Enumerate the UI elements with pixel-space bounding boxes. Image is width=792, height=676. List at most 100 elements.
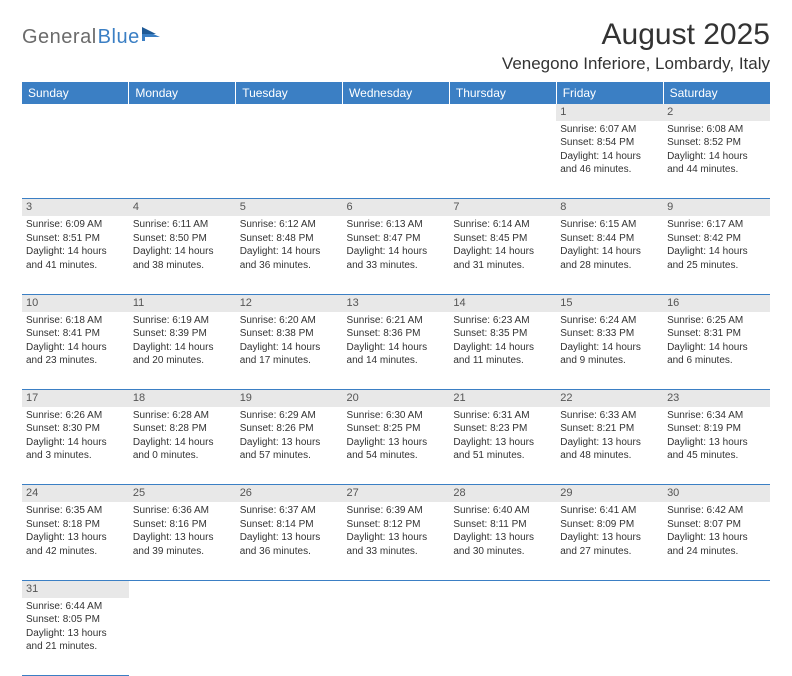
day-cell: Sunrise: 6:23 AMSunset: 8:35 PMDaylight:… <box>449 312 556 390</box>
weekday-header-row: SundayMondayTuesdayWednesdayThursdayFrid… <box>22 82 770 104</box>
day-cell: Sunrise: 6:40 AMSunset: 8:11 PMDaylight:… <box>449 502 556 580</box>
daylight-line: Daylight: 14 hours and 3 minutes. <box>26 436 125 463</box>
day-number: 27 <box>343 485 450 502</box>
day-number: 2 <box>663 104 770 121</box>
weekday-header: Sunday <box>22 82 129 104</box>
day-number: 19 <box>236 390 343 407</box>
sunset-line: Sunset: 8:11 PM <box>453 518 552 532</box>
day-number: 6 <box>343 199 450 216</box>
day-cell: Sunrise: 6:14 AMSunset: 8:45 PMDaylight:… <box>449 216 556 294</box>
day-number: 30 <box>663 485 770 502</box>
day-number: 4 <box>129 199 236 216</box>
day-number <box>556 580 663 597</box>
daynum-row: 12 <box>22 104 770 121</box>
day-number: 1 <box>556 104 663 121</box>
weekday-header: Saturday <box>663 82 770 104</box>
sunset-line: Sunset: 8:16 PM <box>133 518 232 532</box>
logo: General Blue <box>22 26 164 49</box>
sunset-line: Sunset: 8:12 PM <box>347 518 446 532</box>
day-cell <box>343 598 450 676</box>
day-cell: Sunrise: 6:34 AMSunset: 8:19 PMDaylight:… <box>663 407 770 485</box>
sunset-line: Sunset: 8:21 PM <box>560 422 659 436</box>
title-block: August 2025 Venegono Inferiore, Lombardy… <box>502 18 770 74</box>
sunrise-line: Sunrise: 6:07 AM <box>560 123 659 137</box>
sunrise-line: Sunrise: 6:14 AM <box>453 218 552 232</box>
logo-flag-icon <box>142 27 164 45</box>
daylight-line: Daylight: 14 hours and 38 minutes. <box>133 245 232 272</box>
daylight-line: Daylight: 14 hours and 0 minutes. <box>133 436 232 463</box>
daynum-row: 10111213141516 <box>22 294 770 311</box>
day-number <box>449 104 556 121</box>
sunset-line: Sunset: 8:30 PM <box>26 422 125 436</box>
sunrise-line: Sunrise: 6:19 AM <box>133 314 232 328</box>
sunset-line: Sunset: 8:25 PM <box>347 422 446 436</box>
sunset-line: Sunset: 8:26 PM <box>240 422 339 436</box>
sunset-line: Sunset: 8:54 PM <box>560 136 659 150</box>
day-cell: Sunrise: 6:36 AMSunset: 8:16 PMDaylight:… <box>129 502 236 580</box>
logo-text-general: General <box>22 26 97 49</box>
day-data-row: Sunrise: 6:07 AMSunset: 8:54 PMDaylight:… <box>22 121 770 199</box>
daylight-line: Daylight: 13 hours and 33 minutes. <box>347 531 446 558</box>
daylight-line: Daylight: 13 hours and 51 minutes. <box>453 436 552 463</box>
day-cell <box>556 598 663 676</box>
day-number <box>343 104 450 121</box>
daylight-line: Daylight: 14 hours and 33 minutes. <box>347 245 446 272</box>
sunrise-line: Sunrise: 6:21 AM <box>347 314 446 328</box>
daylight-line: Daylight: 14 hours and 20 minutes. <box>133 341 232 368</box>
day-data-row: Sunrise: 6:44 AMSunset: 8:05 PMDaylight:… <box>22 598 770 676</box>
day-cell: Sunrise: 6:13 AMSunset: 8:47 PMDaylight:… <box>343 216 450 294</box>
daylight-line: Daylight: 14 hours and 17 minutes. <box>240 341 339 368</box>
day-number: 16 <box>663 294 770 311</box>
day-number <box>236 104 343 121</box>
day-number <box>343 580 450 597</box>
day-cell: Sunrise: 6:30 AMSunset: 8:25 PMDaylight:… <box>343 407 450 485</box>
daylight-line: Daylight: 13 hours and 57 minutes. <box>240 436 339 463</box>
sunrise-line: Sunrise: 6:23 AM <box>453 314 552 328</box>
day-number: 12 <box>236 294 343 311</box>
sunrise-line: Sunrise: 6:37 AM <box>240 504 339 518</box>
daylight-line: Daylight: 14 hours and 36 minutes. <box>240 245 339 272</box>
sunrise-line: Sunrise: 6:24 AM <box>560 314 659 328</box>
day-number <box>129 104 236 121</box>
day-number: 17 <box>22 390 129 407</box>
day-number: 29 <box>556 485 663 502</box>
day-cell: Sunrise: 6:12 AMSunset: 8:48 PMDaylight:… <box>236 216 343 294</box>
sunset-line: Sunset: 8:05 PM <box>26 613 125 627</box>
sunrise-line: Sunrise: 6:36 AM <box>133 504 232 518</box>
sunrise-line: Sunrise: 6:35 AM <box>26 504 125 518</box>
sunset-line: Sunset: 8:52 PM <box>667 136 766 150</box>
sunset-line: Sunset: 8:23 PM <box>453 422 552 436</box>
day-number: 24 <box>22 485 129 502</box>
sunset-line: Sunset: 8:36 PM <box>347 327 446 341</box>
sunrise-line: Sunrise: 6:15 AM <box>560 218 659 232</box>
daylight-line: Daylight: 14 hours and 46 minutes. <box>560 150 659 177</box>
daylight-line: Daylight: 13 hours and 54 minutes. <box>347 436 446 463</box>
daylight-line: Daylight: 14 hours and 25 minutes. <box>667 245 766 272</box>
sunrise-line: Sunrise: 6:12 AM <box>240 218 339 232</box>
sunset-line: Sunset: 8:19 PM <box>667 422 766 436</box>
day-data-row: Sunrise: 6:26 AMSunset: 8:30 PMDaylight:… <box>22 407 770 485</box>
day-cell: Sunrise: 6:15 AMSunset: 8:44 PMDaylight:… <box>556 216 663 294</box>
day-number: 9 <box>663 199 770 216</box>
day-cell: Sunrise: 6:20 AMSunset: 8:38 PMDaylight:… <box>236 312 343 390</box>
sunrise-line: Sunrise: 6:26 AM <box>26 409 125 423</box>
day-cell: Sunrise: 6:21 AMSunset: 8:36 PMDaylight:… <box>343 312 450 390</box>
day-number: 11 <box>129 294 236 311</box>
sunrise-line: Sunrise: 6:34 AM <box>667 409 766 423</box>
day-number: 21 <box>449 390 556 407</box>
sunrise-line: Sunrise: 6:31 AM <box>453 409 552 423</box>
day-number <box>449 580 556 597</box>
weekday-header: Tuesday <box>236 82 343 104</box>
daylight-line: Daylight: 13 hours and 48 minutes. <box>560 436 659 463</box>
day-number: 20 <box>343 390 450 407</box>
sunset-line: Sunset: 8:42 PM <box>667 232 766 246</box>
day-cell: Sunrise: 6:19 AMSunset: 8:39 PMDaylight:… <box>129 312 236 390</box>
sunset-line: Sunset: 8:09 PM <box>560 518 659 532</box>
day-data-row: Sunrise: 6:18 AMSunset: 8:41 PMDaylight:… <box>22 312 770 390</box>
sunrise-line: Sunrise: 6:11 AM <box>133 218 232 232</box>
day-cell: Sunrise: 6:42 AMSunset: 8:07 PMDaylight:… <box>663 502 770 580</box>
day-number: 31 <box>22 580 129 597</box>
day-number <box>236 580 343 597</box>
daylight-line: Daylight: 14 hours and 31 minutes. <box>453 245 552 272</box>
day-number <box>129 580 236 597</box>
